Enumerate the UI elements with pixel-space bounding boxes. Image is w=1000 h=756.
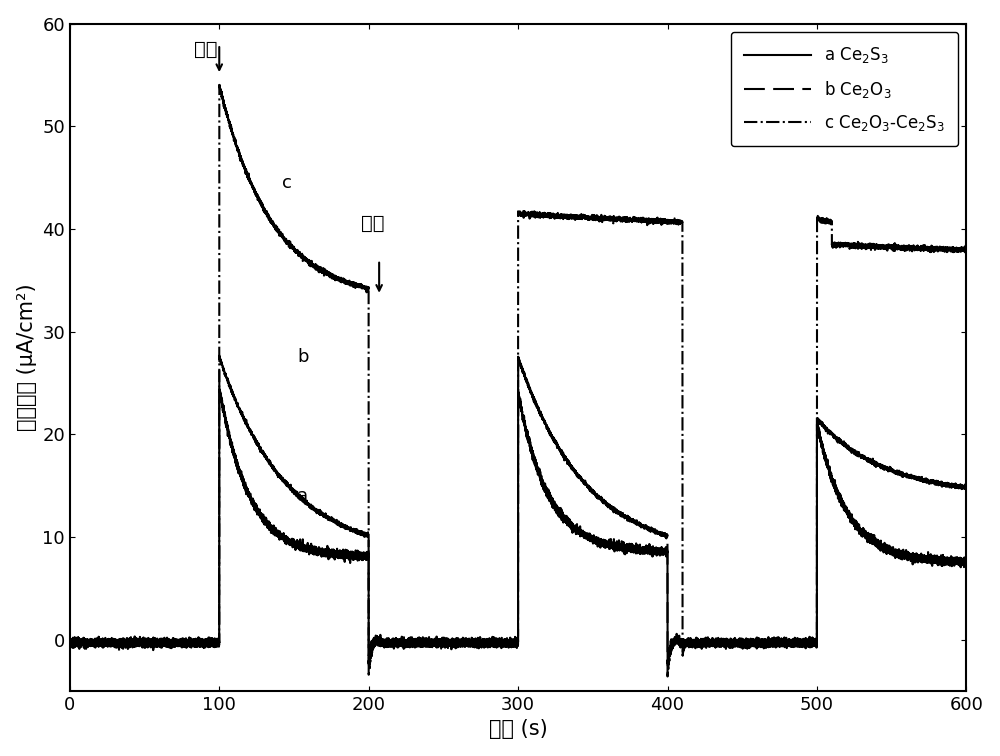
a Ce$_2$S$_3$ xyxy=(235,469,247,479)
a Ce$_2$S$_3$ xyxy=(662,662,674,671)
b Ce$_2$O$_3$ xyxy=(662,672,674,681)
Text: 开光: 开光 xyxy=(194,39,217,58)
c Ce$_2$O$_3$-Ce$_2$S$_3$ xyxy=(960,246,972,255)
c Ce$_2$O$_3$-Ce$_2$S$_3$ xyxy=(947,246,959,255)
b Ce$_2$O$_3$ xyxy=(235,408,247,417)
a Ce$_2$S$_3$ xyxy=(947,557,959,566)
b Ce$_2$O$_3$ xyxy=(575,473,587,482)
Line: a Ce$_2$S$_3$: a Ce$_2$S$_3$ xyxy=(70,389,966,666)
c Ce$_2$O$_3$-Ce$_2$S$_3$ xyxy=(897,243,909,253)
X-axis label: 时间 (s): 时间 (s) xyxy=(489,719,547,739)
c Ce$_2$O$_3$-Ce$_2$S$_3$ xyxy=(363,652,375,661)
Text: a: a xyxy=(297,487,308,505)
a Ce$_2$S$_3$ xyxy=(960,633,972,642)
Line: b Ce$_2$O$_3$: b Ce$_2$O$_3$ xyxy=(70,355,966,677)
Text: b: b xyxy=(297,349,308,367)
a Ce$_2$S$_3$ xyxy=(897,552,909,561)
a Ce$_2$S$_3$ xyxy=(81,641,93,650)
b Ce$_2$O$_3$ xyxy=(960,634,972,643)
c Ce$_2$O$_3$-Ce$_2$S$_3$ xyxy=(81,640,93,649)
b Ce$_2$O$_3$ xyxy=(947,479,959,488)
Text: c: c xyxy=(282,174,292,192)
a Ce$_2$S$_3$ xyxy=(213,384,225,393)
b Ce$_2$O$_3$ xyxy=(81,643,93,652)
b Ce$_2$O$_3$ xyxy=(213,351,225,360)
c Ce$_2$O$_3$-Ce$_2$S$_3$ xyxy=(235,156,247,165)
Line: c Ce$_2$O$_3$-Ce$_2$S$_3$: c Ce$_2$O$_3$-Ce$_2$S$_3$ xyxy=(70,85,966,656)
Text: 闭光: 闭光 xyxy=(361,214,385,233)
a Ce$_2$S$_3$ xyxy=(64,637,76,646)
a Ce$_2$S$_3$ xyxy=(575,528,587,537)
Y-axis label: 电流密度 (μA/cm²): 电流密度 (μA/cm²) xyxy=(17,284,37,431)
c Ce$_2$O$_3$-Ce$_2$S$_3$ xyxy=(575,213,587,222)
c Ce$_2$O$_3$-Ce$_2$S$_3$ xyxy=(64,640,76,649)
Legend: a Ce$_2$S$_3$, b Ce$_2$O$_3$, c Ce$_2$O$_3$-Ce$_2$S$_3$: a Ce$_2$S$_3$, b Ce$_2$O$_3$, c Ce$_2$O$… xyxy=(731,32,958,147)
b Ce$_2$O$_3$ xyxy=(897,468,909,477)
b Ce$_2$O$_3$ xyxy=(68,640,80,649)
b Ce$_2$O$_3$ xyxy=(64,639,76,648)
a Ce$_2$S$_3$ xyxy=(68,638,80,647)
c Ce$_2$O$_3$-Ce$_2$S$_3$ xyxy=(68,643,80,652)
c Ce$_2$O$_3$-Ce$_2$S$_3$ xyxy=(213,80,225,89)
